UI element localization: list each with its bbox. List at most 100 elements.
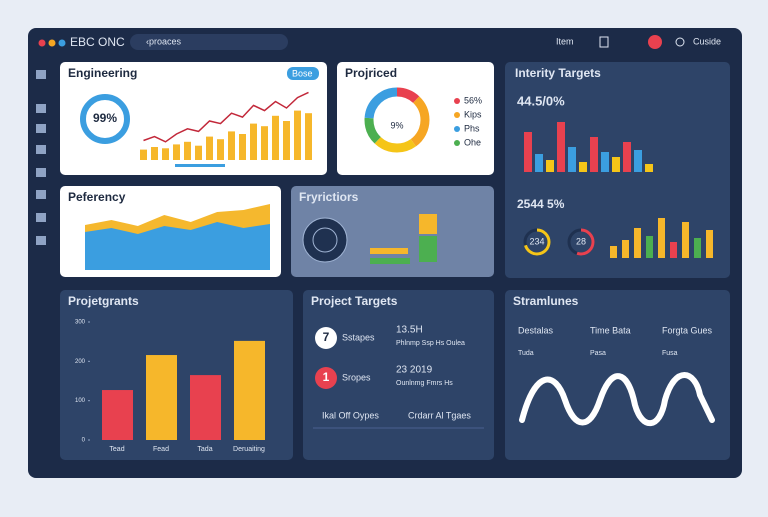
app-title: EBC ONC [70, 35, 125, 49]
legend-swatch [454, 126, 460, 132]
avatar[interactable] [648, 35, 662, 49]
bar [294, 110, 301, 160]
bar [370, 248, 408, 254]
bar [622, 240, 629, 258]
legend-bar [175, 164, 225, 167]
bar [568, 147, 576, 172]
side-icon[interactable] [36, 70, 46, 79]
search-box[interactable] [130, 34, 288, 50]
area [85, 222, 270, 270]
bar [190, 375, 221, 440]
badge-label: 1 [323, 370, 330, 384]
y-tick-label: 200 [75, 359, 86, 365]
bar [206, 136, 213, 160]
legend-label: Phs [464, 123, 480, 133]
bar [228, 131, 235, 160]
gauge-label: 234 [529, 236, 544, 246]
legend-label: Ohe [464, 137, 481, 147]
item-stat: 23 2019 [396, 365, 433, 376]
bar [162, 148, 169, 160]
bar [612, 157, 620, 172]
side-icon[interactable] [36, 104, 46, 113]
footer-link[interactable]: Crdarr Al Tgaes [408, 410, 471, 420]
panel-title: Engineering [68, 66, 137, 80]
y-tick-label: 300 [75, 320, 86, 326]
button[interactable] [287, 67, 319, 80]
bar [694, 238, 701, 258]
side-icon[interactable] [36, 236, 46, 245]
gauge-label: 28 [576, 236, 586, 246]
bar [658, 218, 665, 258]
bar [305, 113, 312, 160]
bar [283, 121, 290, 160]
bar [184, 141, 191, 160]
item-stat: 13.5H [396, 325, 423, 336]
bar [419, 236, 437, 262]
bar [102, 390, 133, 440]
bar [239, 134, 246, 160]
icon[interactable] [675, 37, 685, 47]
dot [38, 39, 46, 47]
panel-title: Projetgrants [68, 294, 139, 308]
item-note: Ounlnmg Fmrs Hs [396, 380, 453, 387]
donut-segment [364, 87, 430, 153]
bar [140, 149, 147, 160]
user-menu[interactable]: Cuside [693, 36, 721, 46]
sidebar [36, 70, 46, 245]
panel [60, 62, 327, 175]
side-icon[interactable] [36, 190, 46, 199]
dial [302, 217, 348, 263]
column-name: Destalas [518, 325, 554, 335]
menu[interactable]: Item [556, 36, 574, 46]
column-sub: Tuda [518, 350, 534, 357]
bar [706, 230, 713, 258]
item-name: Sstapes [342, 332, 375, 342]
panel-title: Fryrictiors [299, 190, 359, 204]
badge-label: 7 [323, 330, 330, 344]
bar [524, 132, 532, 172]
side-icon[interactable] [36, 168, 46, 177]
stat: 44.5/0% [517, 93, 565, 108]
donut-segment [364, 87, 430, 153]
side-icon[interactable] [36, 213, 46, 222]
bar [151, 147, 158, 160]
bar [370, 258, 410, 264]
column-sub: Fusa [662, 350, 678, 357]
bar [610, 246, 617, 258]
donut-segment [567, 228, 595, 256]
donut-label: 9% [390, 120, 403, 130]
side-icon[interactable] [36, 124, 46, 133]
legend-label: Kips [464, 109, 482, 119]
bar [272, 115, 279, 160]
y-tick-label: 0 [82, 438, 86, 444]
bar [557, 122, 565, 172]
bar [419, 214, 437, 234]
bar [645, 164, 653, 172]
column-name: Time Bata [590, 325, 631, 335]
bar [250, 123, 257, 160]
bar [234, 340, 265, 440]
x-tick-label: Fead [153, 446, 169, 453]
bar [670, 242, 677, 258]
dial [312, 227, 338, 253]
search-text[interactable]: ‹proaces [146, 36, 182, 46]
column-sub: Pasa [590, 350, 606, 357]
panel-title: Projriced [345, 66, 397, 80]
footer-link[interactable]: Ikal Off Oypes [322, 410, 379, 420]
panel [337, 62, 494, 175]
panel-title: Interity Targets [515, 66, 601, 80]
dot [48, 39, 56, 47]
bar [217, 139, 224, 160]
stat: 2544 5% [517, 197, 565, 211]
panel [303, 290, 494, 460]
panel-title: Peferency [68, 190, 126, 204]
line [143, 91, 309, 143]
button-label[interactable]: Bose [292, 68, 313, 78]
bar [173, 144, 180, 160]
x-tick-label: Tead [109, 446, 124, 453]
side-icon[interactable] [36, 145, 46, 154]
x-tick-label: Tada [197, 446, 212, 453]
bar [261, 126, 268, 160]
icon[interactable] [599, 36, 609, 48]
